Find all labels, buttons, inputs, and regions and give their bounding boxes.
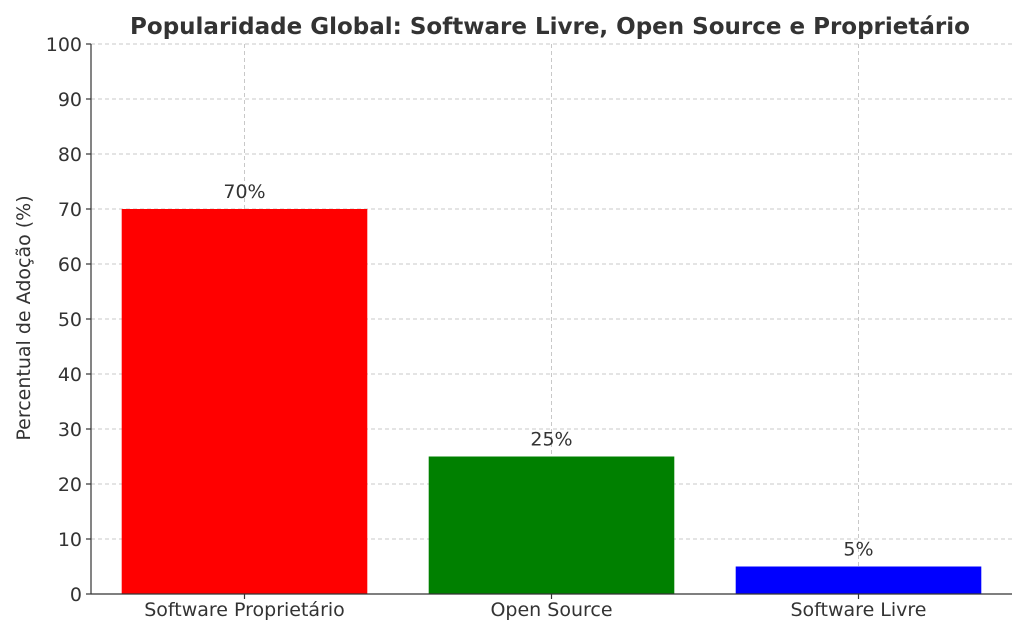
- data-label: 25%: [530, 429, 572, 451]
- y-tick-label: 40: [58, 364, 82, 386]
- y-tick-label: 80: [58, 144, 82, 166]
- y-tick-label: 20: [58, 474, 82, 496]
- data-label: 70%: [223, 181, 265, 203]
- y-tick-label: 70: [58, 199, 82, 221]
- y-axis-label: Percentual de Adoção (%): [13, 195, 35, 440]
- y-tick-label: 100: [46, 34, 82, 56]
- bar: [735, 566, 982, 594]
- ticks-layer: 0 10 20 30 40 50 60 70 80 90 100 Software Proprietá…: [46, 34, 927, 621]
- data-label: 5%: [843, 539, 873, 561]
- y-tick-label: 30: [58, 419, 82, 441]
- bar: [428, 456, 675, 594]
- data-labels-layer: 70% 25% 5%: [223, 181, 873, 561]
- bars-layer: [121, 209, 982, 594]
- y-tick-label: 50: [58, 309, 82, 331]
- y-tick-label: 10: [58, 529, 82, 551]
- x-tick-label: Software Proprietário: [144, 599, 345, 621]
- x-tick-label: Software Livre: [791, 599, 927, 621]
- y-tick-label: 90: [58, 89, 82, 111]
- x-tick-label: Open Source: [490, 599, 612, 621]
- y-tick-label: 0: [70, 584, 82, 606]
- y-tick-label: 60: [58, 254, 82, 276]
- chart-title: Popularidade Global: Software Livre, Ope…: [130, 14, 970, 40]
- bar: [121, 209, 368, 594]
